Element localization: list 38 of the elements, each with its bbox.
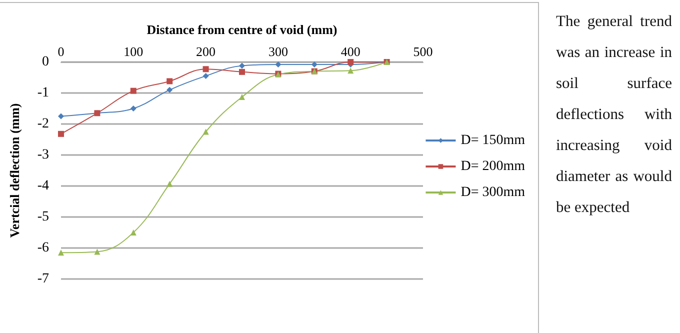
x-tick-label: 300 (268, 44, 288, 59)
point (275, 61, 282, 68)
point (202, 128, 209, 135)
y-tick-label: -1 (37, 86, 49, 100)
point (58, 113, 64, 120)
point (202, 72, 209, 79)
point (130, 106, 136, 112)
point (130, 88, 136, 94)
point (58, 130, 64, 137)
y-tick-label: -6 (37, 240, 49, 256)
legend-label: D= 300mm (460, 185, 526, 200)
point (166, 78, 173, 84)
y-tick-label: -5 (37, 210, 49, 224)
legend-label: D= 200mm (460, 159, 526, 174)
x-tick-label: 400 (340, 44, 360, 59)
y-axis-title: Vertcial deflection (mm) (7, 103, 22, 238)
point (166, 86, 173, 93)
point (239, 94, 245, 100)
point (239, 68, 245, 75)
point (239, 62, 245, 69)
x-tick-label: 0 (58, 44, 64, 59)
y-tick-label: -2 (37, 116, 49, 132)
y-tick-label: -3 (37, 148, 49, 162)
text: The general trend was an increase in soil surface deflections with increasing void diameter as would be expected (556, 12, 672, 218)
x-tick-label: 100 (124, 44, 144, 59)
point (166, 180, 173, 187)
y-tick-label: -4 (37, 178, 49, 194)
x-axis-title: Distance from centre of void (mm) (146, 22, 338, 37)
point (202, 66, 209, 72)
point (348, 59, 354, 65)
point (94, 248, 100, 255)
point (58, 250, 64, 256)
x-tick-label: 200 (196, 44, 216, 59)
y-tick-label: 0 (42, 54, 49, 70)
y-tick-label: -7 (37, 272, 49, 286)
point (348, 68, 354, 74)
legend-label: D= 150mm (460, 133, 526, 148)
x-tick-label: 500 (413, 44, 433, 59)
